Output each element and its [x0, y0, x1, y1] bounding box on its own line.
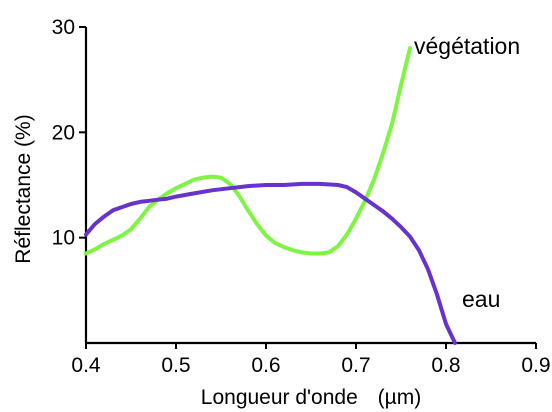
- x-tick-label: 0.5: [161, 354, 190, 377]
- y-tick-label: 30: [52, 16, 75, 39]
- x-tick-label: 0.4: [71, 354, 101, 377]
- series-label-eau: eau: [462, 286, 500, 312]
- x-axis-title-text: Longueur d'onde: [201, 386, 358, 409]
- ticks: 0.4 0.5 0.6 0.7 0.8 0.9 10 20 30: [52, 16, 551, 377]
- x-tick-label: 0.9: [521, 354, 550, 377]
- x-tick-label: 0.8: [431, 354, 460, 377]
- x-axis-unit: (µm): [378, 386, 422, 409]
- y-tick-label: 10: [52, 227, 75, 250]
- axes: [84, 27, 536, 345]
- series-line-eau: [84, 181, 457, 345]
- x-axis-title: Longueur d'onde (µm): [201, 386, 421, 409]
- x-tick-label: 0.7: [341, 354, 370, 377]
- y-axis-title: Réflectance (%): [12, 114, 35, 263]
- series-label-vegetation: végétation: [414, 33, 520, 59]
- labels: Réflectance (%) Longueur d'onde (µm): [12, 114, 421, 409]
- series-lines: végétation eau: [84, 33, 520, 345]
- x-tick-label: 0.6: [251, 354, 280, 377]
- y-tick-label: 20: [52, 121, 75, 144]
- series-line-vegetation: [84, 46, 412, 256]
